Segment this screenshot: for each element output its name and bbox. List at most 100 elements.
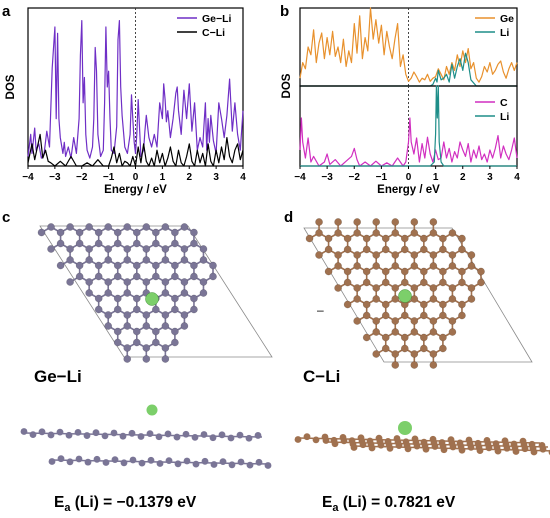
x-tick-label: 1 xyxy=(433,172,439,183)
atom xyxy=(104,311,113,319)
atom xyxy=(123,355,132,363)
atom xyxy=(419,267,428,276)
atom xyxy=(410,229,419,237)
atom xyxy=(362,245,371,254)
atom xyxy=(439,344,447,353)
atom xyxy=(400,333,409,342)
atom xyxy=(429,284,438,292)
atom xyxy=(151,239,160,248)
side-atom xyxy=(368,444,376,452)
side-atom xyxy=(440,446,448,454)
atom xyxy=(171,338,179,347)
side-atom xyxy=(74,429,82,436)
side-atom xyxy=(210,461,218,468)
atom xyxy=(142,311,151,319)
ge-li-adsorption-energy: Ea (Li) = −0.1379 eV xyxy=(54,494,197,514)
atom xyxy=(381,278,390,287)
atom xyxy=(161,278,170,286)
atom xyxy=(448,295,457,303)
atom xyxy=(458,267,466,276)
atom xyxy=(343,234,352,243)
atom xyxy=(381,267,390,276)
side-atom xyxy=(422,445,430,453)
side-atom xyxy=(255,458,263,466)
atom xyxy=(190,261,198,270)
x-tick-label: 3 xyxy=(213,172,219,183)
side-atom xyxy=(340,437,348,445)
x-tick-label: −1 xyxy=(376,172,388,183)
side-atom xyxy=(312,436,320,444)
side-atom xyxy=(350,444,358,451)
side-atom xyxy=(303,433,311,441)
side-atom xyxy=(200,431,208,438)
atom xyxy=(113,272,122,281)
x-tick-label: −4 xyxy=(22,172,34,183)
atom xyxy=(419,311,428,320)
atom xyxy=(448,284,457,292)
bonds xyxy=(309,222,482,365)
atom xyxy=(132,338,141,347)
atom xyxy=(113,261,122,270)
atom xyxy=(400,245,409,254)
atom xyxy=(458,234,466,243)
side-atom xyxy=(173,433,181,441)
side-atom xyxy=(264,462,272,469)
atom xyxy=(171,261,179,270)
atom xyxy=(467,295,476,303)
atom xyxy=(391,218,400,226)
atom xyxy=(132,261,141,270)
side-atom xyxy=(236,431,244,439)
atom xyxy=(353,218,362,226)
atom xyxy=(151,228,160,237)
atom xyxy=(343,278,352,287)
side-atom xyxy=(395,442,403,450)
atom xyxy=(391,262,400,270)
atom xyxy=(334,262,342,270)
x-axis-label: Energy / eV xyxy=(377,184,440,196)
atom xyxy=(113,294,122,303)
atom xyxy=(381,245,390,254)
atom xyxy=(142,223,151,231)
atom xyxy=(419,234,428,243)
side-atom xyxy=(322,437,330,444)
side-atom xyxy=(29,431,37,439)
side-atom xyxy=(164,430,172,438)
atom xyxy=(171,239,179,248)
atom xyxy=(353,251,362,259)
atom xyxy=(190,272,198,281)
x-tick-label: −4 xyxy=(294,172,306,183)
atom xyxy=(372,295,381,303)
atom xyxy=(113,338,122,347)
atom xyxy=(123,344,132,352)
atom xyxy=(94,294,103,303)
atom xyxy=(353,284,362,292)
atom xyxy=(161,344,170,352)
side-atom xyxy=(174,460,182,468)
atom xyxy=(362,311,371,320)
atom xyxy=(113,239,122,248)
side-atom xyxy=(449,443,457,451)
side-atom xyxy=(183,457,191,465)
side-atom xyxy=(237,458,245,466)
atom xyxy=(123,256,132,264)
side-layer-line xyxy=(297,437,541,444)
y-axis-label: DOS xyxy=(281,73,293,98)
atom xyxy=(400,344,409,353)
side-atom xyxy=(156,460,164,467)
atom xyxy=(400,234,409,243)
atom xyxy=(151,272,160,281)
atom xyxy=(47,245,55,253)
atom xyxy=(439,300,447,309)
atom xyxy=(334,251,342,259)
atom xyxy=(458,300,466,309)
atom xyxy=(171,305,179,314)
atom xyxy=(429,361,438,369)
atom xyxy=(458,278,466,287)
atom xyxy=(180,278,189,286)
legend-label: C xyxy=(500,97,508,109)
atom xyxy=(439,234,447,243)
atom xyxy=(391,251,400,259)
atom xyxy=(209,261,217,270)
atom xyxy=(85,289,94,297)
side-atom xyxy=(165,457,173,465)
